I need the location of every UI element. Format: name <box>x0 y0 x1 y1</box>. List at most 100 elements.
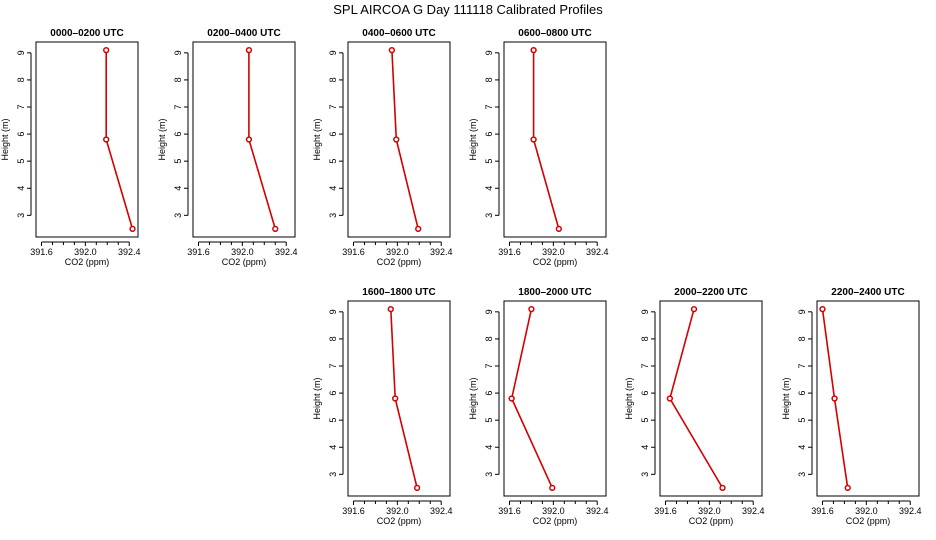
x-tick-label: 392.0 <box>74 247 97 257</box>
y-tick-label: 9 <box>173 50 183 55</box>
y-tick-label: 7 <box>484 104 494 109</box>
y-tick-label: 7 <box>328 363 338 368</box>
x-tick-label: 391.6 <box>342 506 365 516</box>
data-point <box>413 484 421 492</box>
x-tick-label: 391.6 <box>654 506 677 516</box>
y-axis-label: Height (m) <box>468 118 478 160</box>
y-tick-label: 3 <box>640 472 650 477</box>
co2-profile-line <box>510 308 554 489</box>
x-tick-label: 392.4 <box>586 247 609 257</box>
x-tick-label: 391.6 <box>498 506 521 516</box>
panel-title: 1800–2000 UTC <box>518 287 591 298</box>
y-tick-label: 4 <box>16 186 26 191</box>
plot-frame <box>35 41 139 238</box>
y-axis-label: Height (m) <box>312 118 322 160</box>
y-axis-label: Height (m) <box>781 377 791 419</box>
x-tick-label: 392.4 <box>275 247 298 257</box>
data-point <box>392 395 399 402</box>
y-axis-label: Height (m) <box>0 118 10 160</box>
plot-frame <box>192 41 296 238</box>
panels-group: 0000–0200 UTC 391.6 392.0 392.4 CO2 (ppm) 3 4 5… <box>0 28 921 526</box>
plot-frame <box>347 41 451 238</box>
x-tick-label: 392.4 <box>118 247 141 257</box>
x-tick-label: 391.6 <box>498 247 521 257</box>
x-tick-label: 391.6 <box>342 247 365 257</box>
x-tick-label: 392.4 <box>899 506 922 516</box>
y-tick-label: 4 <box>797 445 807 450</box>
data-point <box>388 46 396 54</box>
panel-title: 0600–0800 UTC <box>518 28 591 39</box>
data-point <box>844 484 851 492</box>
y-tick-label: 5 <box>328 159 338 164</box>
data-point <box>819 305 826 313</box>
x-tick-label: 391.6 <box>30 247 53 257</box>
data-point <box>831 395 838 402</box>
panel-title: 2000–2200 UTC <box>674 287 747 298</box>
y-tick-label: 3 <box>173 213 183 218</box>
data-point <box>129 225 136 233</box>
y-axis-label: Height (m) <box>624 377 634 419</box>
x-tick-label: 392.0 <box>386 247 409 257</box>
data-point <box>103 46 110 54</box>
plot-frame <box>816 300 920 497</box>
co2-profile-line <box>248 50 277 230</box>
co2-profile-line <box>105 50 134 230</box>
y-tick-label: 7 <box>484 363 494 368</box>
y-tick-label: 4 <box>328 445 338 450</box>
y-tick-label: 8 <box>797 336 807 341</box>
y-tick-label: 7 <box>797 363 807 368</box>
y-tick-label: 6 <box>797 391 807 396</box>
y-tick-label: 8 <box>16 77 26 82</box>
y-tick-label: 9 <box>484 50 494 55</box>
y-tick-label: 8 <box>484 77 494 82</box>
panel-title: 1600–1800 UTC <box>362 287 435 298</box>
y-tick-label: 5 <box>484 418 494 423</box>
x-tick-label: 392.0 <box>698 506 721 516</box>
y-tick-label: 5 <box>16 159 26 164</box>
y-tick-label: 3 <box>484 213 494 218</box>
x-axis-label: CO2 (ppm) <box>65 257 110 267</box>
y-tick-label: 9 <box>640 309 650 314</box>
x-axis-label: CO2 (ppm) <box>533 516 578 526</box>
x-axis-label: CO2 (ppm) <box>689 516 734 526</box>
x-tick-label: 392.0 <box>542 247 565 257</box>
y-axis-label: Height (m) <box>312 377 322 419</box>
x-axis-label: CO2 (ppm) <box>533 257 578 267</box>
plot-frame <box>503 300 607 497</box>
y-tick-label: 5 <box>797 418 807 423</box>
y-tick-label: 6 <box>16 132 26 137</box>
co2-profile-line <box>669 308 724 489</box>
x-axis-label: CO2 (ppm) <box>377 257 422 267</box>
plot-frame <box>659 300 763 497</box>
panel-title: 2200–2400 UTC <box>831 287 904 298</box>
profile-panel-1: 0000–0200 UTC 391.6 392.0 392.4 CO2 (ppm) 3 4 5… <box>0 28 140 267</box>
x-tick-label: 392.0 <box>855 506 878 516</box>
x-axis-label: CO2 (ppm) <box>846 516 891 526</box>
y-tick-label: 7 <box>173 104 183 109</box>
x-axis-label: CO2 (ppm) <box>377 516 422 526</box>
y-tick-label: 3 <box>484 472 494 477</box>
data-point <box>245 136 253 143</box>
data-point <box>103 136 110 143</box>
x-tick-label: 392.4 <box>586 506 609 516</box>
y-tick-label: 7 <box>328 104 338 109</box>
data-point <box>555 225 562 233</box>
y-axis-label: Height (m) <box>468 377 478 419</box>
y-tick-label: 3 <box>16 213 26 218</box>
data-point <box>245 46 253 54</box>
x-tick-label: 392.4 <box>430 247 453 257</box>
y-tick-label: 6 <box>173 132 183 137</box>
co2-profile-line <box>532 50 560 230</box>
y-tick-label: 9 <box>797 309 807 314</box>
profile-panel-5: 1600–1800 UTC 391.6 392.0 392.4 CO2 (ppm) 3 4 5… <box>312 287 452 526</box>
y-tick-label: 4 <box>484 445 494 450</box>
data-point <box>530 46 537 54</box>
y-tick-label: 9 <box>328 50 338 55</box>
panel-title: 0200–0400 UTC <box>207 28 280 39</box>
panel-title: 0000–0200 UTC <box>50 28 123 39</box>
y-tick-label: 3 <box>328 472 338 477</box>
x-tick-label: 392.0 <box>386 506 409 516</box>
y-tick-label: 6 <box>328 132 338 137</box>
x-tick-label: 392.0 <box>231 247 254 257</box>
